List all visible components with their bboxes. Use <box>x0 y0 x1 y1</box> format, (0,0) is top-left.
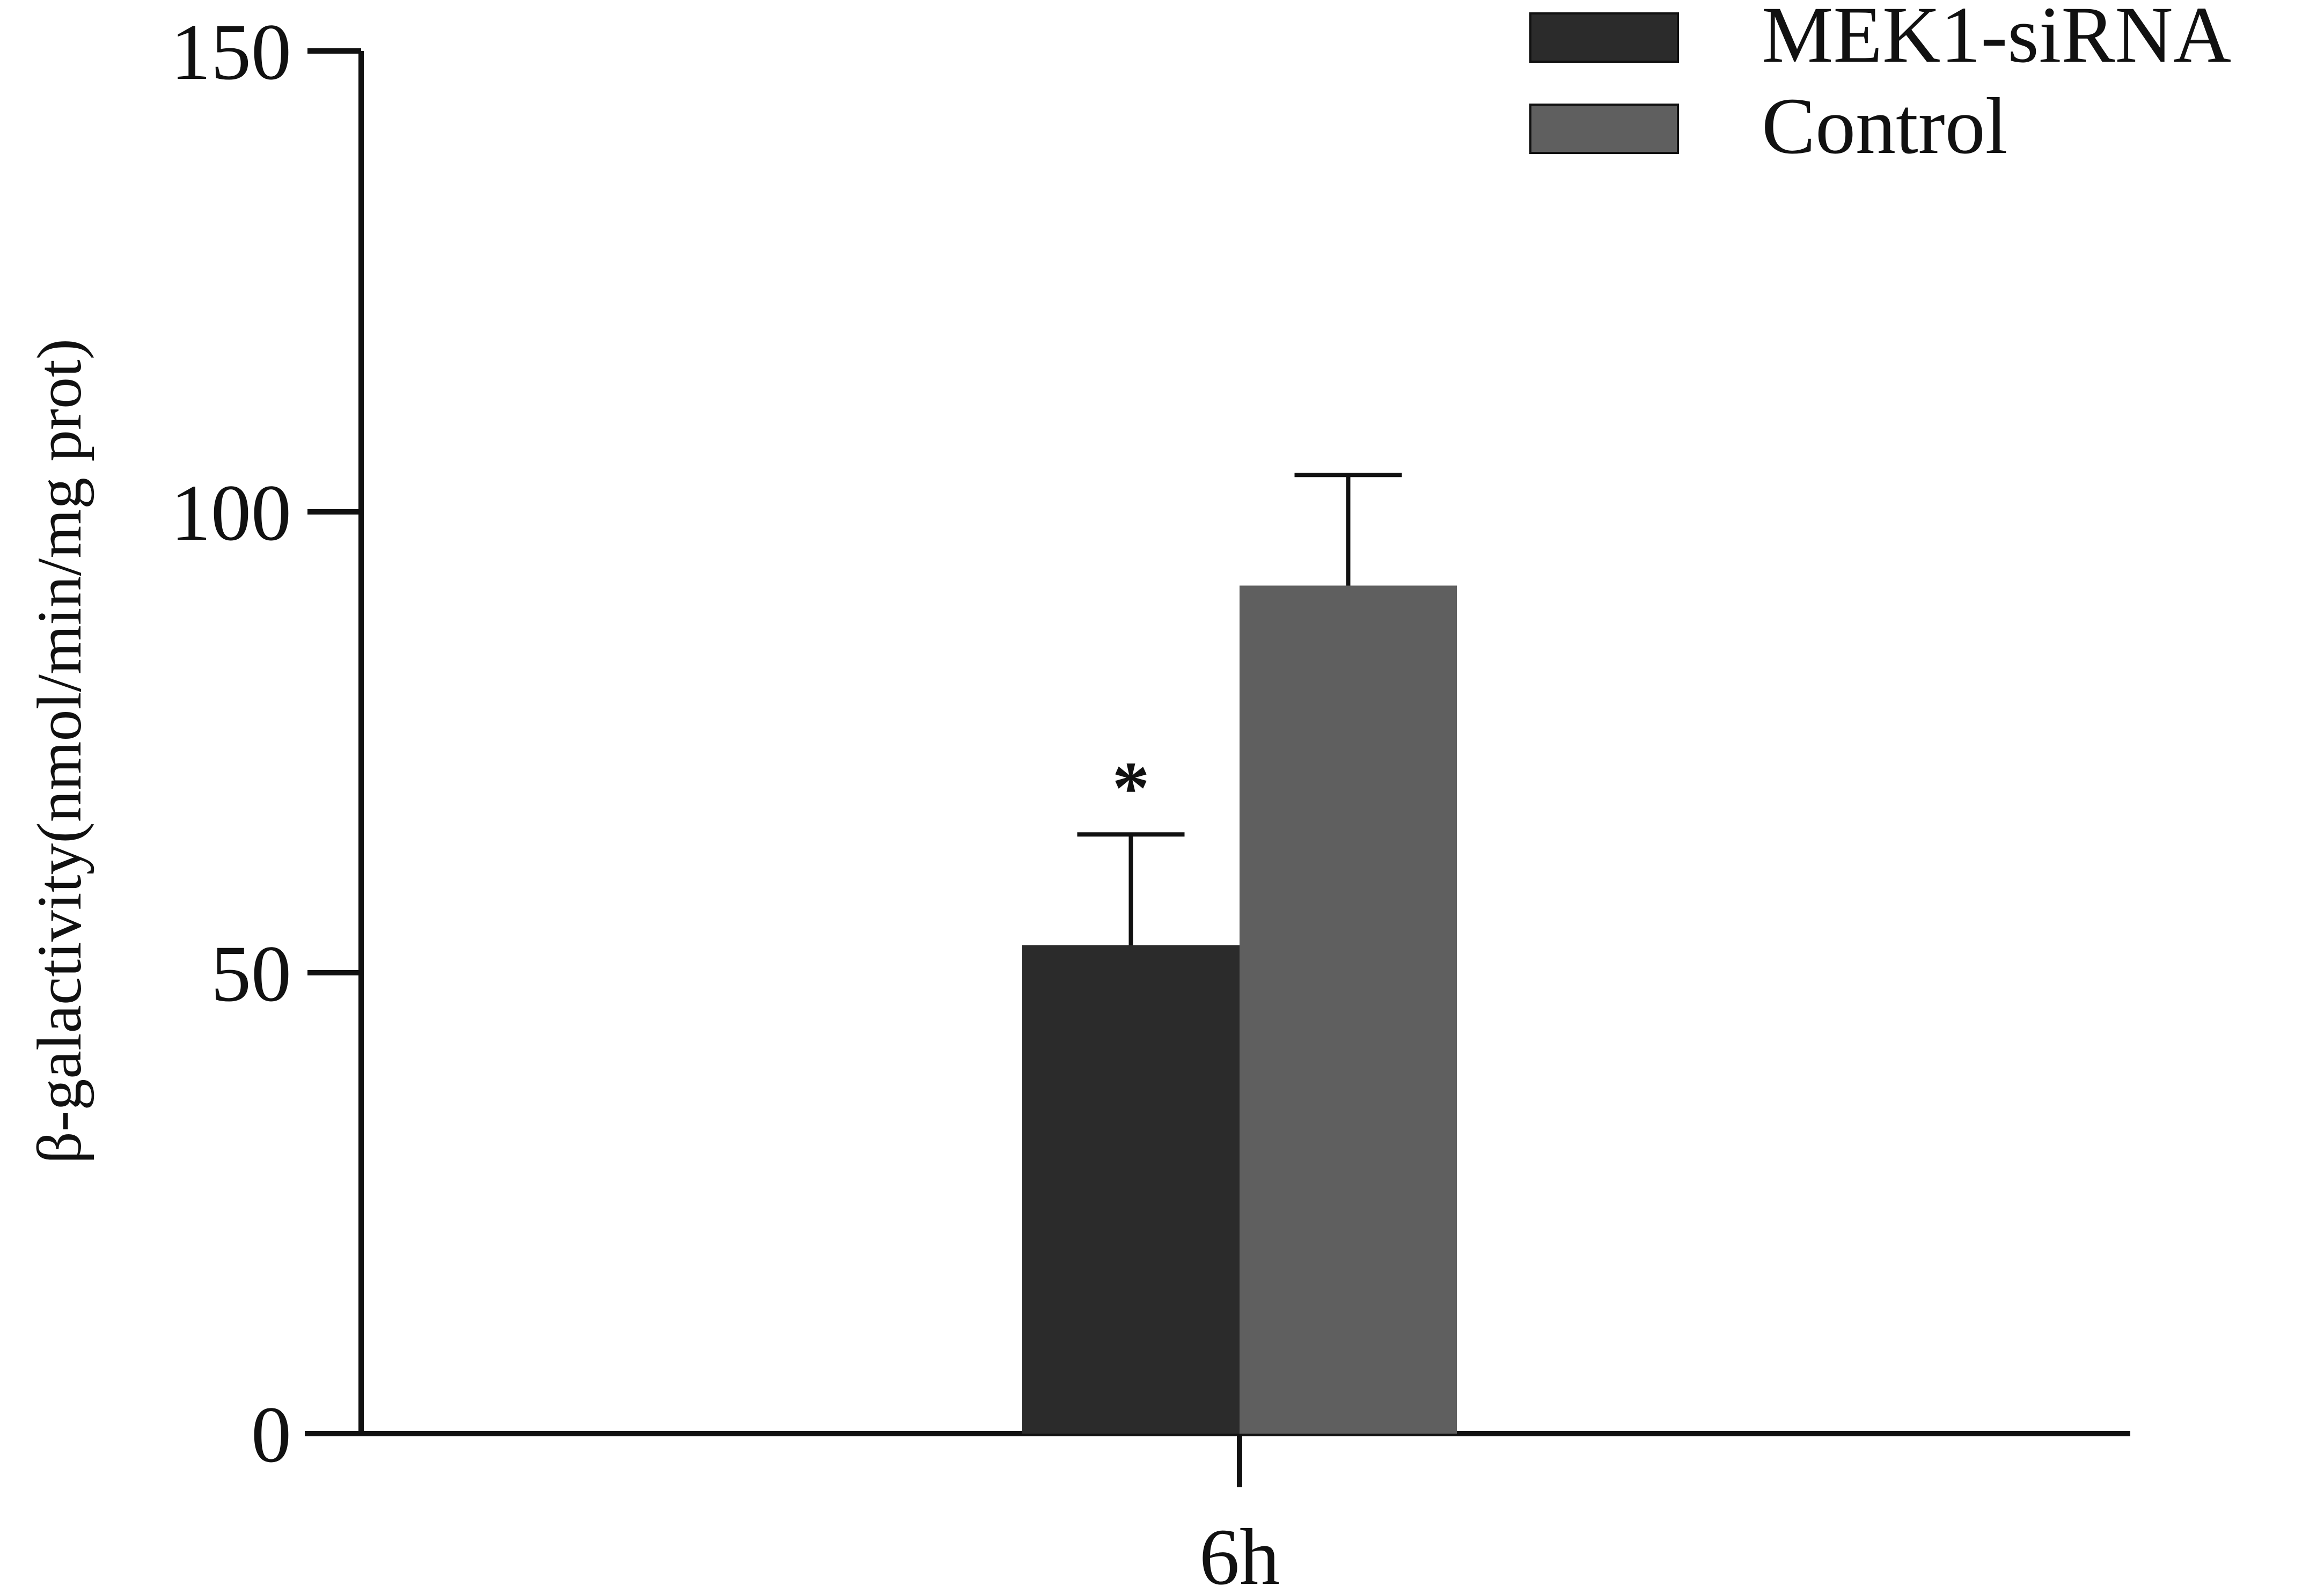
y-tick-label: 0 <box>251 1390 291 1479</box>
legend-swatch <box>1529 12 1679 63</box>
y-tick-label: 50 <box>211 929 291 1018</box>
legend-swatch <box>1529 104 1679 154</box>
legend-label: MEK1-siRNA <box>1762 0 2231 79</box>
bar <box>1240 585 1457 1434</box>
y-ticks: 0 50 100 150 <box>171 8 361 1479</box>
x-tick-label: 6h <box>1199 1512 1280 1586</box>
y-axis-label: β-galactivity(nmol/min/mg prot) <box>24 339 94 1164</box>
significance-marker: * <box>1112 746 1150 829</box>
bars: * <box>1022 473 1457 1434</box>
bar <box>1022 945 1240 1434</box>
y-tick-label: 150 <box>171 8 291 97</box>
y-tick-label: 100 <box>171 468 291 557</box>
x-ticks: 6h <box>1199 1434 1280 1586</box>
legend-label: Control <box>1762 82 2007 171</box>
